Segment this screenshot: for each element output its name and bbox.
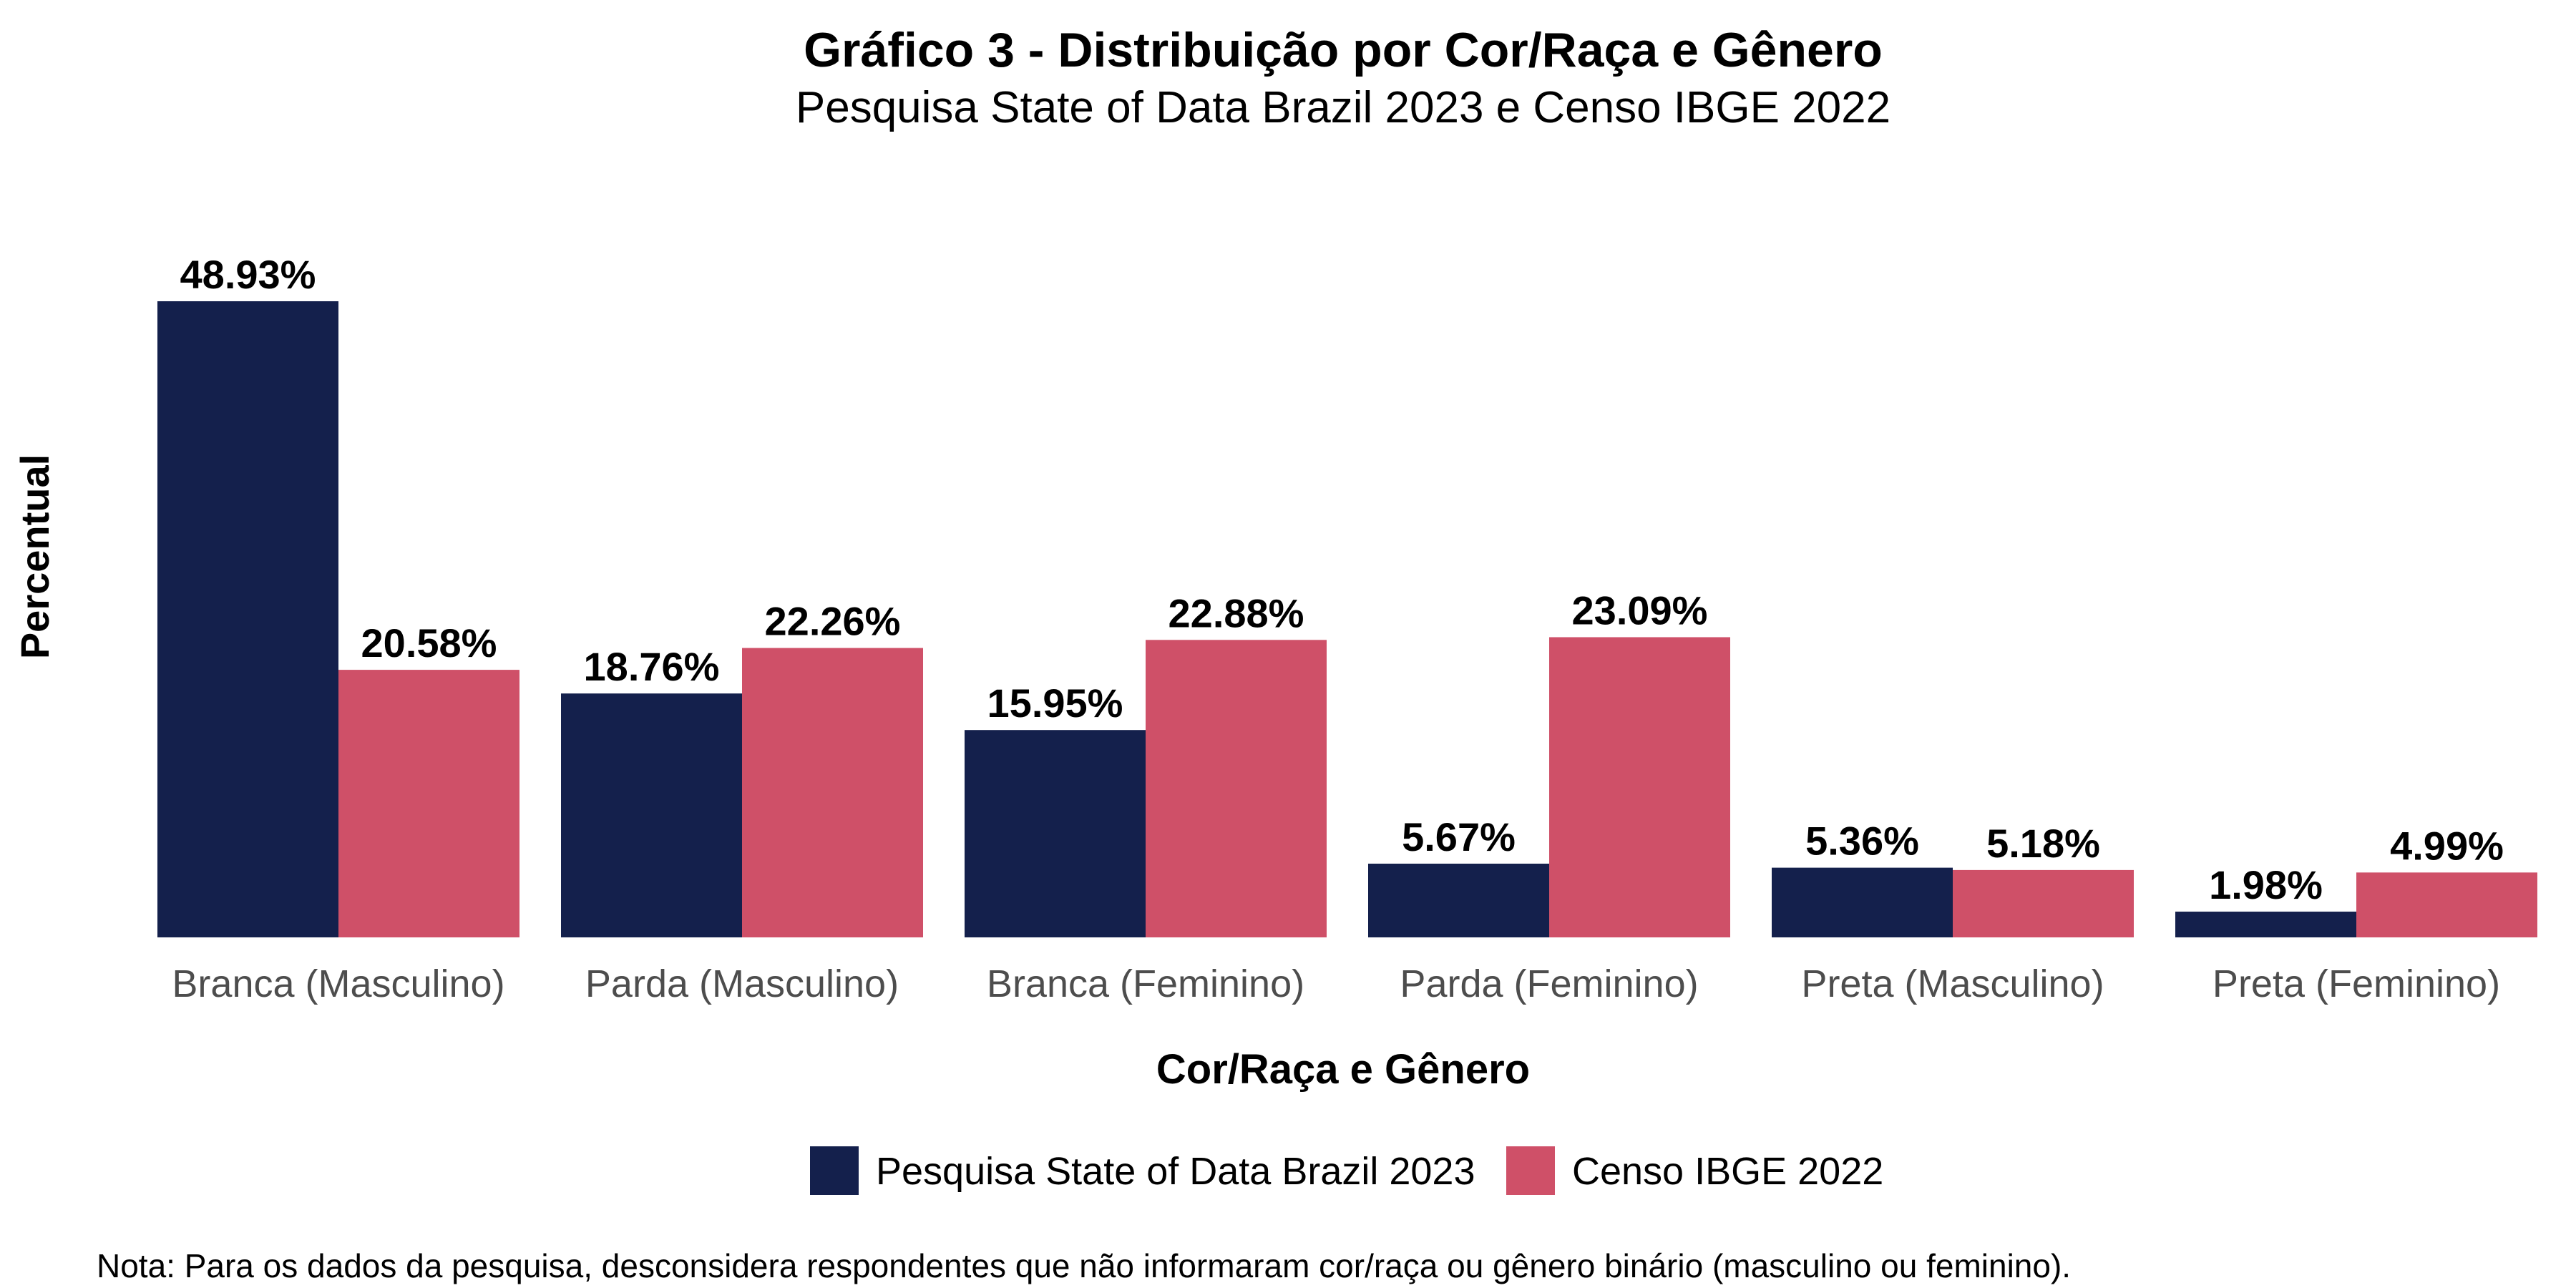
legend-swatch [1506, 1146, 1555, 1195]
bar-value-label: 15.95% [987, 680, 1123, 726]
legend: Pesquisa State of Data Brazil 2023 Censo … [810, 1146, 1883, 1195]
bar [2356, 872, 2537, 937]
x-tick-label: Parda (Masculino) [585, 962, 899, 1005]
chart-note: Nota: Para os dados da pesquisa, descons… [97, 1247, 2071, 1284]
bar [965, 730, 1146, 937]
x-axis-title: Cor/Raça e Gênero [1156, 1046, 1530, 1093]
x-tick-label: Parda (Feminino) [1400, 962, 1698, 1005]
chart-subtitle: Pesquisa State of Data Brazil 2023 e Cen… [796, 83, 1890, 132]
bar-value-label: 5.18% [1986, 821, 2100, 866]
x-tick-label: Branca (Feminino) [987, 962, 1304, 1005]
bar-value-label: 48.93% [180, 252, 316, 297]
legend-label: Pesquisa State of Data Brazil 2023 [876, 1150, 1475, 1193]
bar-value-label: 23.09% [1572, 587, 1708, 633]
x-tick-label: Preta (Masculino) [1801, 962, 2104, 1005]
bar [561, 693, 742, 937]
bar-value-label: 22.26% [765, 599, 901, 644]
bar [1772, 867, 1953, 937]
plot-area: 48.93% 20.58% Branca (Masculino) 18.76% 22.2… [157, 252, 2537, 1005]
legend-label: Censo IBGE 2022 [1572, 1150, 1883, 1193]
bar-value-label: 18.76% [584, 644, 720, 689]
bar-value-label: 22.88% [1169, 590, 1304, 635]
bar [338, 670, 519, 937]
bar [157, 301, 338, 937]
bar [2175, 912, 2356, 937]
bar-value-label: 20.58% [361, 620, 497, 665]
legend-swatch [810, 1146, 859, 1195]
bar [1368, 863, 1549, 937]
bar-value-label: 5.67% [1402, 814, 1516, 859]
x-tick-label: Branca (Masculino) [172, 962, 504, 1005]
y-axis-title: Percentual [12, 454, 57, 659]
bar [742, 648, 923, 937]
bar [1953, 869, 2134, 937]
bar [1549, 637, 1730, 937]
bar-value-label: 4.99% [2390, 823, 2504, 868]
bar-value-label: 1.98% [2209, 862, 2323, 907]
bar-value-label: 5.36% [1805, 819, 1919, 864]
chart-title: Gráfico 3 - Distribuição por Cor/Raça e … [804, 23, 1883, 77]
bar [1146, 640, 1327, 937]
x-tick-label: Preta (Feminino) [2212, 962, 2500, 1005]
